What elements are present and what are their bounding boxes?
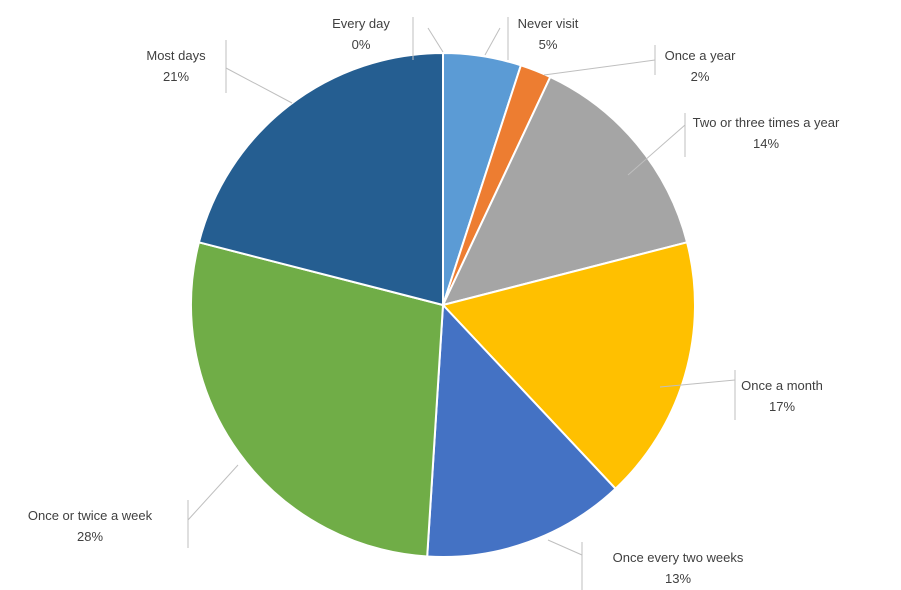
leader-connector-once-every-two-weeks xyxy=(547,539,583,556)
pie-slice-once-every-two-weeks xyxy=(426,302,617,558)
slice-value-never-visit: 5% xyxy=(539,37,558,52)
slice-value-once-a-year: 2% xyxy=(691,69,710,84)
slice-label-once-a-month: Once a month xyxy=(741,378,823,393)
slice-value-most-days: 21% xyxy=(163,69,189,84)
pie-slice-once-or-twice-a-week xyxy=(190,241,445,558)
leader-connector-most-days xyxy=(225,67,293,104)
slice-label-most-days: Most days xyxy=(146,48,206,63)
pie-slices xyxy=(190,51,696,558)
slice-value-every-day: 0% xyxy=(352,37,371,52)
slice-label-once-a-year: Once a year xyxy=(665,48,736,63)
leader-lines xyxy=(187,17,736,590)
slice-value-once-or-twice-a-week: 28% xyxy=(77,529,103,544)
slice-value-once-every-two-weeks: 13% xyxy=(665,571,691,586)
slice-label-every-day: Every day xyxy=(332,16,390,31)
data-labels: Every day 0% Never visit 5% Once a year 2% Two… xyxy=(28,16,840,586)
leader-connector-once-or-twice-a-week xyxy=(187,464,239,521)
pie-slice-two-or-three-times-a-year xyxy=(441,75,689,307)
slice-label-never-visit: Never visit xyxy=(518,16,579,31)
leader-connector-every-day xyxy=(427,27,444,53)
pie-slice-most-days xyxy=(197,51,444,307)
leader-connector-once-a-month xyxy=(659,379,736,388)
leader-connector-never-visit xyxy=(484,27,501,56)
leader-connector-two-or-three-times-a-year xyxy=(627,124,686,176)
slice-value-once-a-month: 17% xyxy=(769,399,795,414)
slice-label-two-or-three-times-a-year: Two or three times a year xyxy=(693,115,840,130)
leader-connector-once-a-year xyxy=(543,59,656,76)
slice-label-once-or-twice-a-week: Once or twice a week xyxy=(28,508,153,523)
slice-label-once-every-two-weeks: Once every two weeks xyxy=(613,550,744,565)
slice-value-two-or-three-times-a-year: 14% xyxy=(753,136,779,151)
pie-slice-once-a-month xyxy=(441,241,696,491)
